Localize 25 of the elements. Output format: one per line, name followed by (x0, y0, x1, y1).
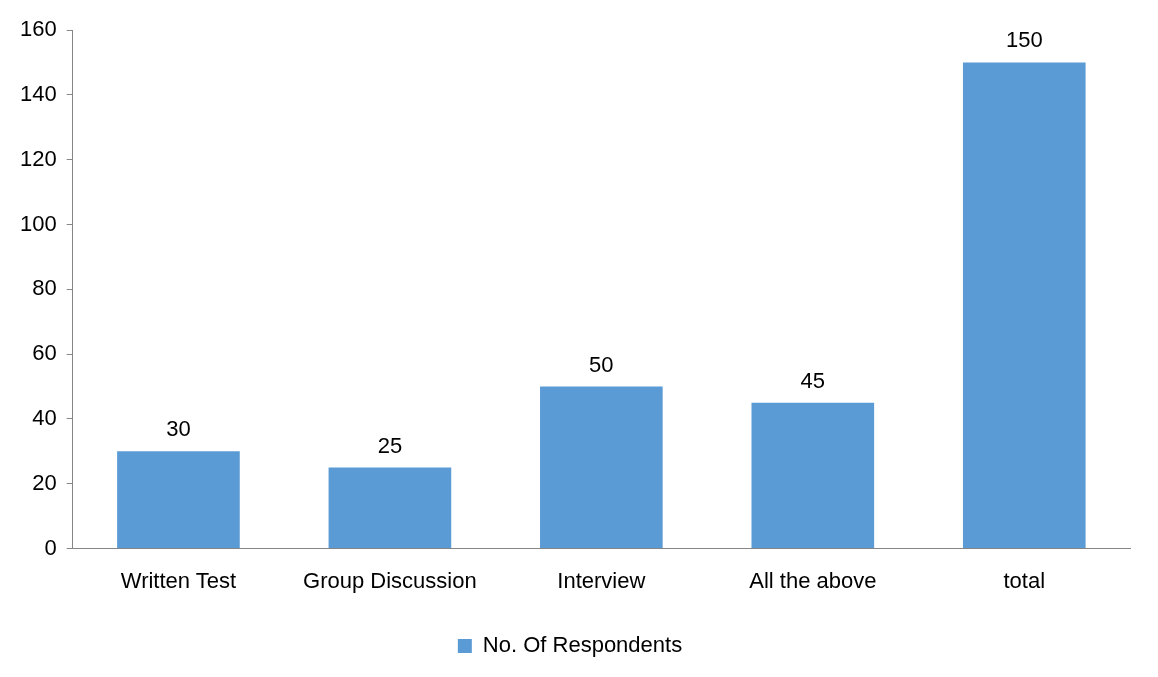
data-label: 25 (377, 432, 403, 458)
y-tick-label: 160 (19, 16, 57, 42)
bar (962, 62, 1086, 549)
y-tick-label: 140 (19, 80, 57, 106)
y-tick-label: 80 (32, 275, 57, 301)
y-tick-label: 120 (19, 145, 57, 171)
x-tick-label: Group Discussion (303, 567, 477, 593)
y-tick-label: 60 (32, 340, 57, 366)
x-tick-label: Interview (557, 567, 646, 593)
bar (540, 386, 663, 549)
x-tick-label: All the above (749, 567, 877, 593)
x-tick-label: Written Test (120, 567, 237, 593)
data-label: 150 (1005, 27, 1043, 53)
y-tick-label: 40 (32, 405, 57, 431)
data-label: 50 (589, 351, 614, 377)
bar (328, 467, 452, 549)
bar (117, 451, 240, 549)
x-tick-label: total (1003, 567, 1046, 593)
y-tick-label: 100 (19, 210, 57, 236)
legend-label: No. Of Respondents (482, 632, 683, 658)
y-tick-label: 20 (32, 469, 57, 495)
data-label: 30 (166, 416, 191, 442)
data-label: 45 (800, 367, 826, 393)
y-tick-label: 0 (44, 534, 57, 560)
bar (751, 402, 875, 549)
